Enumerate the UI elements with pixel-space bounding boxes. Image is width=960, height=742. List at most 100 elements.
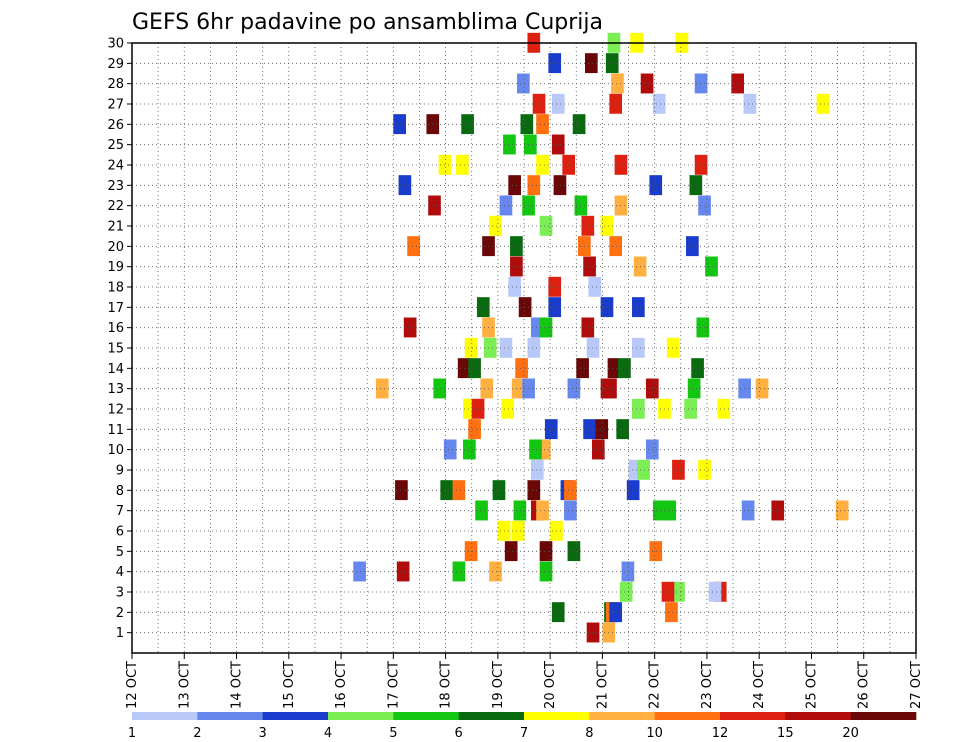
heatmap-cell [672, 459, 685, 480]
y-tick-label: 25 [107, 138, 124, 153]
heatmap-cell [731, 73, 744, 94]
heatmap-cell [407, 236, 420, 257]
heatmap-cell [609, 602, 623, 623]
colorbar-label: 20 [842, 726, 859, 741]
heatmap-cell [584, 53, 598, 74]
heatmap-cell [539, 317, 553, 338]
heatmap-cell [771, 500, 785, 521]
heatmap-cell [471, 398, 485, 419]
x-tick-label: 18 OCT [439, 661, 454, 709]
heatmap-cell [632, 297, 645, 318]
heatmap-cell [393, 114, 406, 135]
heatmap-cell [443, 439, 457, 460]
y-tick-label: 21 [107, 220, 124, 235]
heatmap-cell [504, 541, 518, 562]
heatmap-cell [513, 500, 527, 521]
heatmap-cell [684, 398, 697, 419]
y-tick-label: 18 [107, 281, 124, 296]
colorbar-label: 2 [193, 726, 201, 741]
heatmap-cell [527, 480, 541, 501]
y-tick-label: 30 [107, 37, 124, 52]
heatmap-cell [527, 175, 541, 196]
y-tick-label: 4 [116, 565, 124, 580]
heatmap-cell [665, 602, 678, 623]
heatmap-cell [529, 439, 542, 460]
heatmap-cell [501, 398, 515, 419]
heatmap-cell [694, 73, 708, 94]
heatmap-cell [567, 541, 581, 562]
x-tick-label: 19 OCT [491, 661, 506, 709]
y-tick-label: 10 [107, 443, 124, 458]
heatmap-cell [464, 337, 478, 358]
heatmap-cell [539, 215, 553, 236]
heatmap-cell [520, 114, 534, 135]
heatmap-cell [353, 561, 366, 582]
colorbar-label: 8 [585, 726, 593, 741]
heatmap-cell [503, 134, 516, 155]
colorbar-label: 10 [646, 726, 663, 741]
heatmap-cell [517, 73, 530, 94]
heatmap-cell [544, 419, 558, 440]
chart-title: GEFS 6hr padavine po ansamblima Cuprija [132, 10, 603, 35]
heatmap-cell [524, 134, 537, 155]
heatmap-cell [403, 317, 417, 338]
y-tick-label: 23 [107, 179, 124, 194]
heatmap-cell [694, 154, 708, 175]
heatmap-cell [691, 358, 704, 379]
colorbar-label: 15 [777, 726, 794, 741]
heatmap-cell [609, 93, 623, 114]
colorbar-swatch [524, 712, 590, 720]
y-tick-label: 11 [107, 423, 124, 438]
heatmap-cell [489, 215, 502, 236]
x-tick-label: 23 OCT [700, 661, 715, 709]
heatmap-cell [755, 378, 769, 399]
heatmap-cell [600, 297, 614, 318]
heatmap-cell [652, 500, 666, 521]
x-tick-label: 22 OCT [648, 661, 663, 709]
heatmap-cell [661, 581, 675, 602]
x-tick-label: 13 OCT [177, 661, 192, 709]
heatmap-cell [553, 175, 567, 196]
y-tick-label: 6 [116, 525, 124, 540]
heatmap-cell [515, 358, 528, 379]
heatmap-cell [428, 195, 441, 216]
heatmap-cell [591, 439, 605, 460]
heatmap-cell [567, 378, 581, 399]
heatmap-cell [499, 337, 513, 358]
heatmap-cell [508, 276, 521, 297]
colorbar-swatch [654, 712, 721, 720]
heatmap-cell [672, 581, 685, 602]
heatmap-cell [621, 561, 635, 582]
heatmap-cell [492, 480, 506, 501]
heatmap-cell [835, 500, 849, 521]
y-tick-label: 2 [116, 606, 124, 621]
y-tick-label: 22 [107, 199, 124, 214]
heatmap-cell [649, 175, 663, 196]
heatmap-cell [689, 175, 703, 196]
y-tick-label: 1 [116, 626, 124, 641]
colorbar-label: 12 [712, 726, 729, 741]
x-tick-label: 12 OCT [125, 661, 140, 709]
heatmap-cell [616, 419, 630, 440]
heatmap-cell [609, 236, 623, 257]
heatmap-cell [464, 541, 478, 562]
heatmap-cell [705, 256, 718, 277]
heatmap-cell [581, 317, 595, 338]
heatmap-cell [551, 134, 565, 155]
colorbar-swatch [589, 712, 655, 720]
y-tick-label: 5 [116, 545, 124, 560]
heatmap-cell [586, 622, 600, 643]
x-tick-label: 26 OCT [857, 661, 872, 709]
heatmap-cell [475, 500, 488, 521]
heatmap-cell [536, 500, 549, 521]
heatmap-cell [607, 358, 621, 379]
heatmap-cell [572, 114, 586, 135]
colorbar-label: 5 [389, 726, 397, 741]
heatmap-cell [511, 378, 525, 399]
x-tick-label: 15 OCT [282, 661, 297, 709]
heatmap-cell [508, 175, 521, 196]
y-tick-label: 17 [107, 301, 124, 316]
x-axis: 12 OCT 13 OCT 14 OCT 15 OCT 16 OCT 17 OCT 18 O… [125, 653, 924, 709]
y-tick-label: 26 [107, 118, 124, 133]
